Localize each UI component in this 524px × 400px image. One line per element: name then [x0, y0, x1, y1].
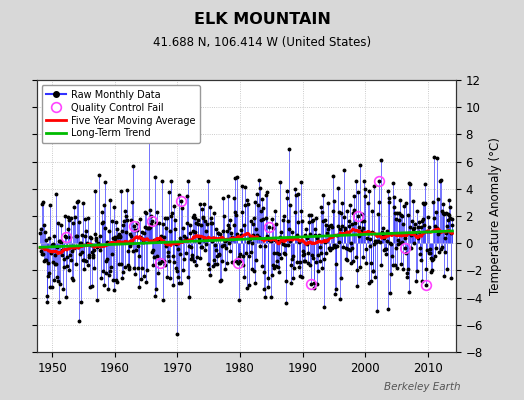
Text: 41.688 N, 106.414 W (United States): 41.688 N, 106.414 W (United States)	[153, 36, 371, 49]
Text: ELK MOUNTAIN: ELK MOUNTAIN	[193, 12, 331, 27]
Legend: Raw Monthly Data, Quality Control Fail, Five Year Moving Average, Long-Term Tren: Raw Monthly Data, Quality Control Fail, …	[41, 85, 200, 143]
Text: Berkeley Earth: Berkeley Earth	[385, 382, 461, 392]
Y-axis label: Temperature Anomaly (°C): Temperature Anomaly (°C)	[488, 137, 501, 295]
